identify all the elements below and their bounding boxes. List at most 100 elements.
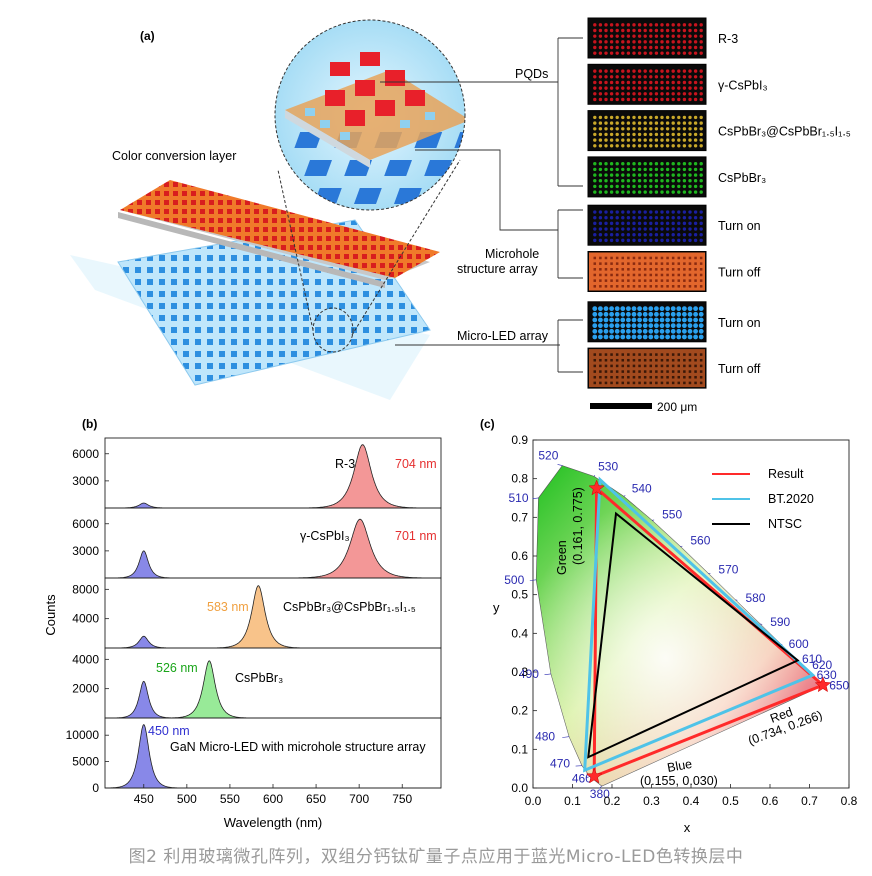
micrograph-dot [660, 184, 664, 189]
micrograph-dot [632, 233, 636, 237]
micrograph-dot [637, 227, 642, 231]
micrograph-7: Turn on [587, 301, 761, 343]
micrograph-dot [621, 138, 625, 142]
micrograph-dot [632, 75, 636, 79]
micrograph-dot [593, 138, 597, 142]
micrograph-dot [598, 190, 603, 194]
micrograph-dot [671, 69, 675, 73]
micrograph-dot [632, 127, 636, 131]
panel-c-label: (c) [480, 417, 495, 431]
y-tick-label: 8000 [72, 582, 99, 596]
gamut-ntsc [587, 511, 800, 759]
micrograph-dot [688, 97, 692, 102]
micrograph-hole [632, 381, 636, 385]
scale-bar [590, 403, 652, 409]
micrograph-dot [621, 92, 625, 96]
micrograph-hole [677, 381, 681, 385]
micrograph-dot [699, 238, 703, 243]
micrograph-dot [609, 115, 614, 120]
micrograph-hole [660, 370, 664, 373]
micrograph-dot [660, 138, 664, 142]
result-star-marker [585, 767, 603, 784]
micrograph-dot [698, 306, 704, 312]
micrograph-dot [665, 233, 670, 237]
scale-bar-label: 200 μm [657, 400, 697, 414]
micrograph-hole [610, 358, 613, 362]
micrograph-dot [671, 121, 675, 125]
micrograph-dot [676, 323, 682, 329]
locus-wavelength-label: 620 [812, 658, 832, 672]
micrograph-dot [693, 92, 698, 96]
micrograph-dot [676, 328, 682, 334]
micrograph-dot [665, 210, 670, 214]
micrograph-dot [699, 115, 703, 120]
micrograph-dot [665, 144, 670, 148]
micrograph-dot [593, 227, 597, 231]
micrograph-dot [626, 34, 631, 38]
locus-wavelength-label: 610 [802, 652, 822, 666]
micrograph-dot [598, 233, 603, 237]
micrograph-dot [676, 317, 682, 323]
micrograph-dot [604, 233, 608, 237]
micrograph-dot [626, 173, 631, 177]
micrograph-dot [643, 127, 647, 131]
micrograph-dot [615, 28, 619, 33]
micrograph-hole [683, 268, 686, 271]
micrograph-hole [671, 279, 675, 282]
micrograph-dot [615, 184, 619, 189]
locus-wavelength-label: 510 [508, 491, 528, 505]
micrograph-dot [677, 23, 681, 27]
micrograph-dot [621, 23, 625, 27]
micrograph-dot [637, 190, 642, 194]
micrograph-dot [598, 121, 603, 125]
micrograph-hole [632, 262, 636, 265]
micrograph-hole [621, 256, 625, 260]
micrograph-dot [682, 40, 687, 44]
micrograph-dot [665, 323, 670, 329]
y-tick-label: 3000 [72, 474, 99, 488]
micrograph-dot [643, 190, 647, 194]
micrograph-dot [677, 144, 681, 148]
micrograph-hole [671, 268, 675, 271]
micrograph-dot [649, 162, 653, 166]
micrograph-dot [677, 92, 681, 96]
micrograph-hole [649, 256, 653, 260]
micrograph-dot [682, 51, 687, 55]
micrograph-hole [666, 358, 669, 362]
micrograph-hole [699, 256, 703, 260]
micrograph-dot [593, 162, 597, 166]
micrograph-dot [604, 238, 608, 243]
micrograph-hole [666, 279, 669, 282]
micrograph-dot [593, 127, 597, 131]
micrograph-hole [632, 285, 636, 288]
micrograph-dot [643, 69, 647, 73]
micrograph-hole [599, 256, 602, 260]
micrograph-dot [693, 132, 698, 137]
micrograph-2: γ-CsPbI₃ [587, 63, 768, 105]
micrograph-dot [626, 184, 631, 189]
micrograph-dot [632, 34, 636, 38]
micrograph-dot [637, 317, 642, 323]
micrograph-hole [610, 268, 613, 271]
micrograph-dot [614, 334, 620, 340]
micrograph-dot [682, 221, 687, 226]
micrograph-dot [615, 127, 619, 131]
micrograph-dot [665, 221, 670, 226]
micrograph-dot [604, 190, 608, 194]
micrograph-dot [609, 306, 614, 312]
y-tick-label: 4000 [72, 652, 99, 666]
micrograph-dot [688, 69, 692, 73]
micrograph-hole [638, 358, 641, 362]
micrograph-hole [621, 375, 625, 379]
micrograph-dot [621, 34, 625, 38]
micrograph-dot [699, 69, 703, 73]
micrograph-hole [694, 381, 697, 385]
micrograph-dot [682, 323, 687, 329]
micrograph-dot [614, 306, 620, 312]
micrograph-hole [649, 381, 653, 385]
micrograph-dot [593, 23, 597, 27]
micrograph-dot [665, 138, 670, 142]
spectrum-peak-704 [306, 444, 419, 509]
y-tick-label: 0.7 [511, 510, 528, 524]
blue-annotation-name: Blue [666, 757, 693, 775]
